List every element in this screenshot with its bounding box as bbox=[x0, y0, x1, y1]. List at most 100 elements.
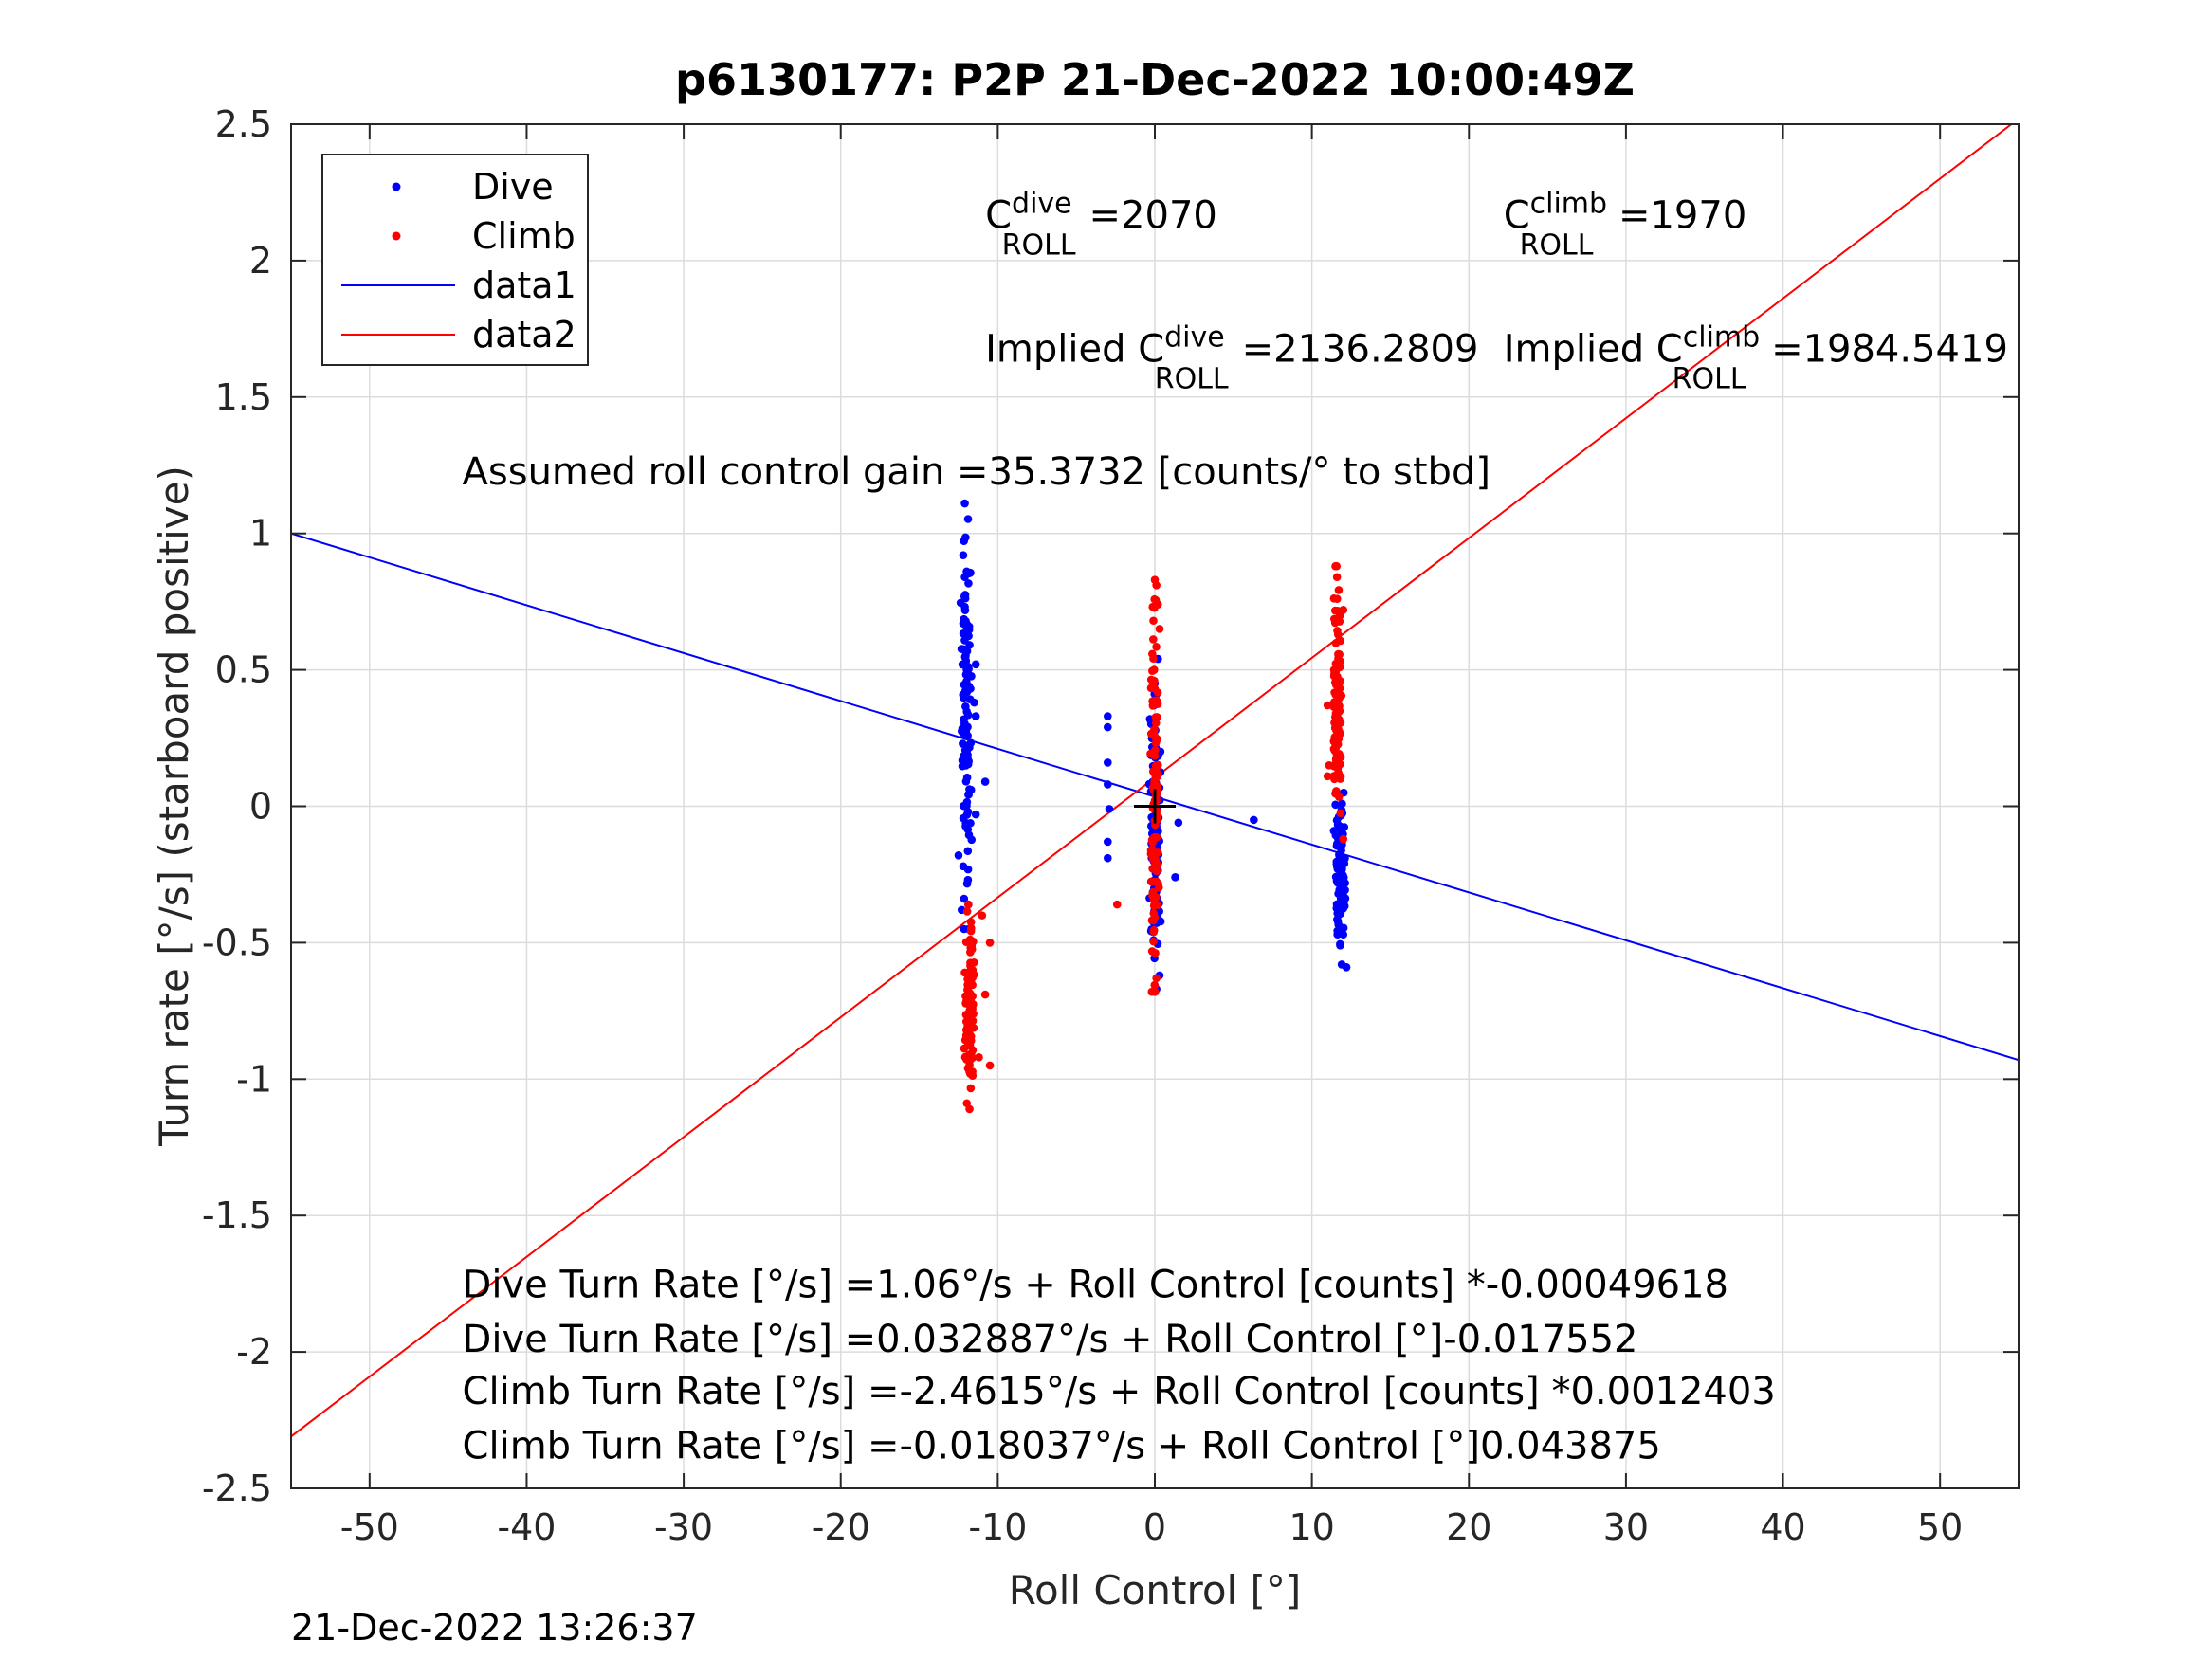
x-tick-label: -30 bbox=[654, 1506, 713, 1548]
climb-point bbox=[980, 990, 990, 999]
dive-point bbox=[956, 598, 965, 608]
y-tick-label: 1 bbox=[249, 513, 272, 555]
data-layer bbox=[291, 124, 2019, 1438]
dive-point bbox=[959, 619, 968, 628]
climb-point bbox=[1323, 701, 1332, 710]
climb-point bbox=[963, 1064, 973, 1073]
climb-point bbox=[965, 1006, 975, 1015]
climb-point bbox=[1151, 949, 1160, 957]
climb-point bbox=[1332, 573, 1342, 582]
climb-point bbox=[960, 1044, 969, 1053]
legend-label: Climb bbox=[472, 215, 576, 257]
x-tick-label: -50 bbox=[340, 1506, 399, 1548]
dive-point bbox=[959, 862, 968, 871]
climb-point bbox=[964, 969, 973, 977]
climb-point bbox=[1148, 838, 1157, 847]
climb-point bbox=[964, 900, 973, 909]
x-tick-label: 40 bbox=[1760, 1506, 1805, 1548]
x-tick-label: 0 bbox=[1143, 1506, 1166, 1548]
dive-point bbox=[1336, 879, 1345, 887]
dive-point bbox=[959, 645, 968, 654]
axes: -50 -40 -30 -20 -10 0 10 20 30 40 50-2.5-2-1.5-1-0… bbox=[202, 103, 2020, 1548]
dive-point bbox=[965, 671, 974, 680]
climb-point bbox=[1334, 769, 1343, 777]
climb-point bbox=[1155, 625, 1164, 633]
climb-point bbox=[962, 907, 972, 916]
dive-point bbox=[1336, 940, 1344, 950]
x-tick-label: 20 bbox=[1446, 1506, 1491, 1548]
climb-point bbox=[1333, 723, 1343, 732]
climb-point bbox=[1149, 616, 1158, 626]
climb-point bbox=[1329, 665, 1339, 674]
annotation-superscript: dive bbox=[1164, 320, 1225, 354]
dive-point bbox=[1339, 923, 1348, 933]
dive-point bbox=[961, 776, 971, 786]
annotation-superscript: climb bbox=[1530, 187, 1607, 220]
climb-point bbox=[1331, 717, 1341, 726]
annotation-superscript: dive bbox=[1012, 187, 1072, 220]
climb-point bbox=[1152, 642, 1161, 651]
climb-point bbox=[1331, 561, 1340, 571]
climb-point bbox=[1150, 913, 1160, 921]
dive-point bbox=[971, 810, 980, 819]
legend-label: data2 bbox=[472, 314, 576, 356]
dive-point bbox=[1104, 853, 1112, 863]
dive-point bbox=[960, 924, 969, 934]
y-tick-label: -2 bbox=[236, 1331, 272, 1373]
annotation-subscript: ROLL bbox=[1002, 228, 1076, 262]
dive-point bbox=[963, 710, 973, 720]
climb-point bbox=[1149, 937, 1158, 946]
climb-point bbox=[969, 957, 978, 967]
climb-point bbox=[966, 918, 976, 926]
dive-point bbox=[971, 660, 980, 669]
y-tick-label: 2.5 bbox=[215, 103, 272, 145]
y-tick-label: 2 bbox=[249, 240, 272, 282]
climb-point bbox=[966, 1084, 976, 1093]
dive-point bbox=[958, 761, 967, 771]
climb-point bbox=[1331, 659, 1341, 668]
y-tick-label: -2.5 bbox=[202, 1468, 272, 1509]
climb-point bbox=[1153, 901, 1162, 909]
annotation-implied_climb: Implied Cclimb ROLL =1984.5419 bbox=[1504, 320, 2008, 395]
roll-gain-text: Assumed roll control gain =35.3732 [coun… bbox=[463, 450, 1490, 494]
climb-point bbox=[960, 1035, 970, 1045]
dive-point bbox=[960, 731, 970, 740]
x-tick-label: -10 bbox=[968, 1506, 1027, 1548]
dive-point bbox=[1336, 841, 1344, 850]
x-tick-label: 10 bbox=[1289, 1506, 1334, 1548]
dive-point bbox=[960, 894, 969, 903]
climb-point bbox=[1331, 740, 1340, 749]
dive-point bbox=[961, 533, 970, 542]
annotation-value: =1984.5419 bbox=[1771, 327, 2008, 371]
climb-point bbox=[1149, 635, 1158, 644]
dive-point bbox=[961, 742, 970, 751]
dive-point bbox=[1335, 822, 1344, 830]
annotation-value: =2070 bbox=[1089, 193, 1217, 237]
climb-point bbox=[966, 923, 976, 933]
annotation-c_climb: Cclimb ROLL =1970 bbox=[1504, 187, 1747, 262]
climb-point bbox=[1152, 581, 1161, 590]
climb-point bbox=[965, 1104, 974, 1114]
dive-point bbox=[967, 835, 977, 845]
annotation-subscript: ROLL bbox=[1520, 228, 1594, 262]
y-tick-label: 0.5 bbox=[215, 649, 272, 691]
annotation-base: Implied C bbox=[1504, 327, 1683, 371]
climb-point bbox=[1332, 680, 1342, 689]
dive-point bbox=[960, 751, 968, 760]
climb-point bbox=[1323, 772, 1332, 781]
annotation-value: =2136.2809 bbox=[1242, 327, 1479, 371]
dive-point bbox=[971, 712, 980, 720]
dive-point bbox=[961, 818, 970, 828]
annotation-base: C bbox=[1504, 193, 1530, 237]
climb-point bbox=[1339, 605, 1348, 614]
dive-point bbox=[961, 702, 970, 711]
dive-point bbox=[1174, 818, 1183, 828]
climb-point bbox=[975, 1052, 983, 1062]
dive-point bbox=[1342, 963, 1351, 972]
y-axis-label: Turn rate [°/s] (starboard positive) bbox=[151, 465, 197, 1147]
dive-point bbox=[1104, 712, 1112, 720]
x-axis-label: Roll Control [°] bbox=[1009, 1567, 1302, 1613]
climb-point bbox=[1334, 731, 1343, 740]
dive-point bbox=[980, 777, 990, 786]
climb-point bbox=[1339, 834, 1348, 844]
